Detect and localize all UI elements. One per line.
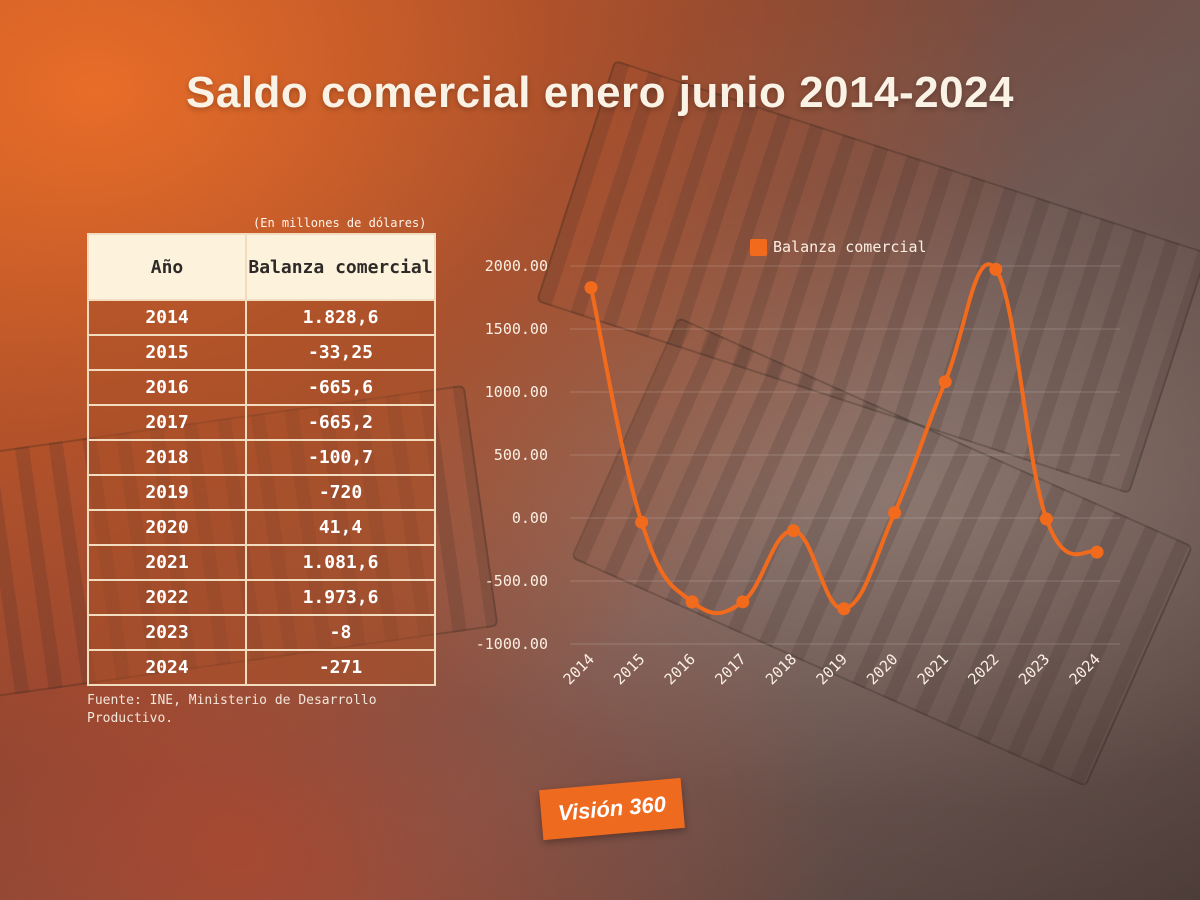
legend-swatch <box>750 238 767 256</box>
year-cell: 2014 <box>87 299 247 336</box>
table-row: 2019 -720 <box>87 474 436 511</box>
balance-cell: 1.973,6 <box>245 579 436 616</box>
table-row: 2016 -665,6 <box>87 369 436 406</box>
y-tick-label: 500.00 <box>494 446 548 464</box>
source-note: Fuente: INE, Ministerio de Desarrollo Pr… <box>87 693 377 726</box>
year-cell: 2021 <box>87 544 247 581</box>
table-header-row: Año Balanza comercial <box>87 233 436 301</box>
x-tick-label: 2024 <box>1066 650 1104 688</box>
table-row: 2022 1.973,6 <box>87 579 436 616</box>
table-row: 2018 -100,7 <box>87 439 436 476</box>
data-point <box>786 524 800 538</box>
balance-cell: -720 <box>245 474 436 511</box>
data-point <box>736 595 750 609</box>
data-point <box>1039 512 1053 526</box>
balance-cell: -8 <box>245 614 436 651</box>
data-point <box>1090 545 1104 559</box>
year-cell: 2017 <box>87 404 247 441</box>
x-tick-label: 2020 <box>863 650 901 688</box>
balance-cell: -33,25 <box>245 334 436 371</box>
table-row: 2017 -665,2 <box>87 404 436 441</box>
series-line <box>589 262 1099 616</box>
y-tick-label: -1000.00 <box>476 635 548 653</box>
year-cell: 2022 <box>87 579 247 616</box>
data-table: Año Balanza comercial 2014 1.828,6 2015 -33… <box>87 233 436 686</box>
table-row: 2023 -8 <box>87 614 436 651</box>
year-cell: 2016 <box>87 369 247 406</box>
legend-label: Balanza comercial <box>773 238 927 256</box>
data-point <box>888 506 902 520</box>
page-title: Saldo comercial enero junio 2014-2024 <box>186 68 1014 117</box>
data-point <box>837 602 851 616</box>
balance-cell: -665,2 <box>245 404 436 441</box>
table-row: 2021 1.081,6 <box>87 544 436 581</box>
x-tick-label: 2021 <box>914 650 952 688</box>
x-tick-label: 2023 <box>1015 650 1053 688</box>
year-cell: 2024 <box>87 649 247 686</box>
balance-cell: 41,4 <box>245 509 436 546</box>
data-point <box>938 375 952 389</box>
y-tick-label: 1000.00 <box>485 383 548 401</box>
y-tick-label: 0.00 <box>512 509 548 527</box>
data-point <box>635 515 649 529</box>
data-point <box>584 281 598 295</box>
balance-cell: 1.828,6 <box>245 299 436 336</box>
table-row: 2014 1.828,6 <box>87 299 436 336</box>
year-cell: 2020 <box>87 509 247 546</box>
x-tick-label: 2017 <box>711 650 749 688</box>
units-note: (En millones de dólares) <box>253 216 427 230</box>
year-cell: 2018 <box>87 439 247 476</box>
data-point <box>685 595 699 609</box>
y-tick-label: -500.00 <box>485 572 548 590</box>
year-cell: 2015 <box>87 334 247 371</box>
x-tick-label: 2019 <box>813 650 851 688</box>
x-tick-label: 2018 <box>762 650 800 688</box>
table-row: 2024 -271 <box>87 649 436 686</box>
balance-cell: 1.081,6 <box>245 544 436 581</box>
y-tick-label: 2000.00 <box>485 257 548 275</box>
year-cell: 2019 <box>87 474 247 511</box>
data-point <box>989 262 1003 276</box>
x-tick-label: 2022 <box>964 650 1002 688</box>
balance-cell: -665,6 <box>245 369 436 406</box>
x-tick-label: 2014 <box>560 650 598 688</box>
column-header-year: Año <box>87 233 247 301</box>
x-tick-label: 2015 <box>610 650 648 688</box>
balance-cell: -271 <box>245 649 436 686</box>
year-cell: 2023 <box>87 614 247 651</box>
table-row: 2020 41,4 <box>87 509 436 546</box>
chart-legend: Balanza comercial <box>750 238 927 256</box>
balance-cell: -100,7 <box>245 439 436 476</box>
table-row: 2015 -33,25 <box>87 334 436 371</box>
x-tick-label: 2016 <box>661 650 699 688</box>
y-tick-label: 1500.00 <box>485 320 548 338</box>
column-header-balance: Balanza comercial <box>245 233 436 301</box>
